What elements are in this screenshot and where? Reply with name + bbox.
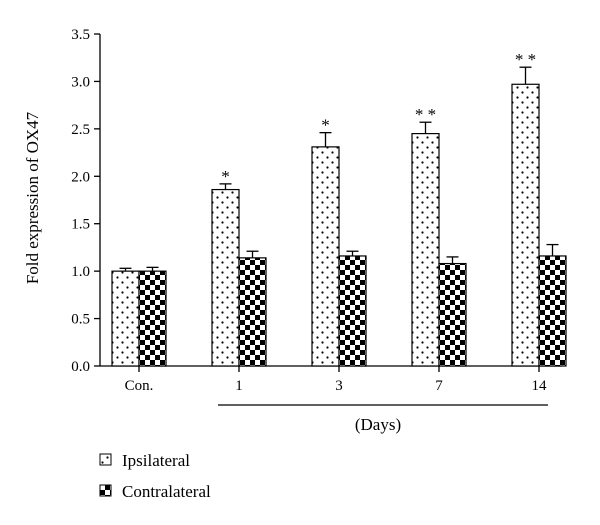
significance-marker: * * xyxy=(415,105,436,124)
x-tick-label: 7 xyxy=(435,378,443,394)
bar-ipsilateral-4 xyxy=(511,83,540,367)
y-axis-title: Fold expression of OX47 xyxy=(23,111,42,284)
legend-swatch-ipsilateral xyxy=(99,453,112,466)
y-tick-label: 2.5 xyxy=(71,122,90,138)
bar-ipsilateral-0 xyxy=(111,270,140,367)
bar-contralateral-1 xyxy=(238,257,267,367)
x-tick-label: 14 xyxy=(532,378,548,394)
bar-contralateral-0 xyxy=(138,270,167,367)
x-tick-label: 1 xyxy=(235,378,243,394)
bars-group xyxy=(111,66,567,367)
labels-group: 0.0 0.5 1.0 1.5 2.0 2.5 3.0 3.5 Con. 1 * 3 * 7 * * 14 * … xyxy=(71,27,548,394)
bar-contralateral-3 xyxy=(438,262,467,367)
x-tick-label: 3 xyxy=(335,378,343,394)
legend: Ipsilateral Contralateral xyxy=(99,451,211,501)
significance-marker: * * xyxy=(515,50,536,69)
y-tick-label: 0.5 xyxy=(71,312,90,328)
y-tick-label: 1.5 xyxy=(71,217,90,233)
bar-ipsilateral-2 xyxy=(311,146,340,367)
significance-marker: * xyxy=(221,167,230,186)
y-tick-label: 3.0 xyxy=(71,74,90,90)
y-tick-label: 2.0 xyxy=(71,169,90,185)
legend-swatch-contralateral xyxy=(99,484,112,497)
bar-ipsilateral-3 xyxy=(411,133,440,367)
y-tick-label: 0.0 xyxy=(71,359,90,375)
legend-label-contralateral: Contralateral xyxy=(122,482,211,501)
legend-label-ipsilateral: Ipsilateral xyxy=(122,451,190,470)
bar-ipsilateral-1 xyxy=(211,188,240,367)
y-tick-label: 1.0 xyxy=(71,264,90,280)
axes xyxy=(94,33,562,372)
x-axis-title: (Days) xyxy=(355,415,401,434)
significance-marker: * xyxy=(321,116,330,135)
y-tick-label: 3.5 xyxy=(71,27,90,43)
x-tick-label: Con. xyxy=(125,378,154,394)
bar-contralateral-4 xyxy=(538,255,567,367)
bar-contralateral-2 xyxy=(338,255,367,367)
